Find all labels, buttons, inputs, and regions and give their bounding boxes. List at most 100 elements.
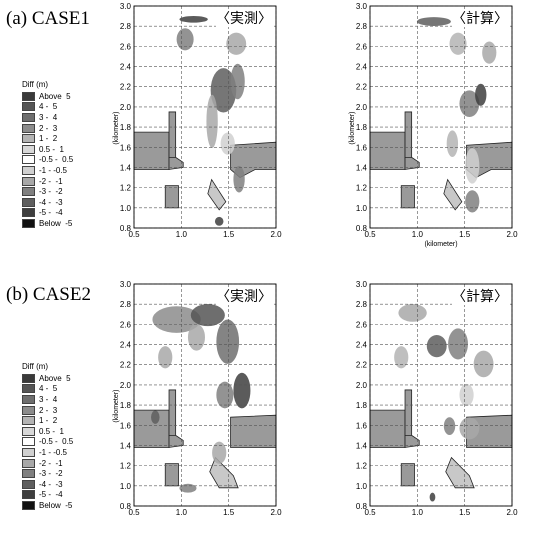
y-tick-label: 1.0 — [356, 482, 368, 491]
map-title: 〈実測〉 — [216, 11, 272, 27]
legend-swatch — [22, 134, 35, 144]
legend-swatch — [22, 176, 35, 186]
y-tick-label: 2.0 — [120, 103, 132, 112]
shoal — [209, 456, 239, 489]
y-tick-label: 1.2 — [356, 462, 368, 471]
legend-entry: -4 - -3 — [22, 197, 122, 208]
x-tick-label: 1.0 — [176, 508, 188, 517]
anomaly-region — [220, 132, 235, 155]
anomaly-region — [475, 83, 487, 106]
legend-label: 0.5 - 1 — [39, 144, 64, 154]
anomaly-region — [426, 335, 447, 358]
legend-swatch — [22, 416, 35, 426]
anomaly-region — [233, 372, 251, 409]
anomaly-region — [233, 165, 245, 193]
y-tick-label: 2.6 — [120, 42, 132, 51]
breakwater — [404, 389, 413, 436]
y-tick-label: 0.8 — [356, 502, 368, 511]
legend-entry: -3 - -2 — [22, 186, 122, 197]
y-tick-label: 1.4 — [120, 163, 132, 172]
legend-title: Diff (m) — [22, 80, 49, 89]
y-tick-label: 1.8 — [356, 123, 368, 132]
anomaly-region — [151, 410, 160, 424]
anomaly-region — [465, 190, 480, 213]
legend-entry: 3 - 4 — [22, 112, 122, 123]
legend-entry: -1 - -0.5 — [22, 165, 122, 176]
legend-label: Above 5 — [39, 91, 71, 101]
legend-label: 2 - 3 — [39, 123, 58, 133]
anomaly-region — [210, 68, 237, 113]
y-tick-label: 1.4 — [356, 441, 368, 450]
x-tick-label: 1.5 — [459, 508, 471, 517]
legend-entry: Below -5 — [22, 218, 122, 229]
contour-map: 0.5 1.0 1.5 2.0 0.8 1.0 1.2 1.4 1.6 1.8 2.0 2.2 2.4 2… — [113, 2, 282, 239]
legend-label: 1 - 2 — [39, 416, 58, 426]
map-title: 〈計算〉 — [452, 289, 508, 305]
legend-swatch — [22, 144, 35, 154]
y-tick-label: 2.2 — [356, 83, 368, 92]
legend-entry: 2 - 3 — [22, 405, 122, 416]
land-spit — [404, 156, 420, 170]
anomaly-region — [416, 17, 451, 26]
land-spit — [168, 434, 184, 448]
legend-label: -4 - -3 — [39, 197, 63, 207]
legend-entry: 4 - 5 — [22, 102, 122, 113]
legend-label: -1 - -0.5 — [39, 447, 68, 457]
anomaly-region — [179, 483, 197, 493]
right-landmass — [230, 414, 277, 448]
y-tick-label: 2.4 — [120, 341, 132, 350]
y-tick-label: 1.8 — [120, 401, 132, 410]
legend-swatch — [22, 208, 35, 218]
y-tick-label: 2.0 — [356, 103, 368, 112]
y-tick-label: 1.6 — [356, 421, 368, 430]
legend-entry: 4 - 5 — [22, 384, 122, 395]
y-tick-label: 0.8 — [120, 224, 132, 233]
y-tick-label: 2.2 — [356, 361, 368, 370]
y-tick-label: 3.0 — [356, 280, 368, 289]
y-tick-label: 2.4 — [356, 63, 368, 72]
y-tick-label: 2.4 — [120, 63, 132, 72]
legend-label: -0.5 - 0.5 — [39, 437, 74, 447]
legend-label: -5 - -4 — [39, 490, 63, 500]
anomaly-region — [429, 492, 436, 502]
legend-entry: 2 - 3 — [22, 123, 122, 134]
legend-entry: -1 - -0.5 — [22, 447, 122, 458]
legend-label: -3 - -2 — [39, 187, 63, 197]
y-axis-label: (kilometer) — [113, 390, 120, 423]
y-tick-label: 1.4 — [356, 163, 368, 172]
legend-label: 0.5 - 1 — [39, 426, 64, 436]
anomaly-region — [179, 15, 208, 23]
islet — [400, 463, 415, 487]
y-tick-label: 2.6 — [356, 42, 368, 51]
legend-entry: 0.5 - 1 — [22, 426, 122, 437]
legend-swatch — [22, 479, 35, 489]
legend-entry: 0.5 - 1 — [22, 144, 122, 155]
x-tick-label: 0.5 — [364, 230, 376, 239]
legend-swatch — [22, 123, 35, 133]
legend-entry: -2 - -1 — [22, 458, 122, 469]
plot-area — [369, 283, 513, 507]
map-case2-observed: 0.5 1.0 1.5 2.0 0.8 1.0 1.2 1.4 1.6 1.8 2.0 2.2 2.4 2… — [112, 280, 288, 532]
legend-label: 3 - 4 — [39, 112, 58, 122]
map-case1-calculated: 0.5 1.0 1.5 2.0 0.8 1.0 1.2 1.4 1.6 1.8 2.0 2.2 2.4 2… — [348, 2, 524, 254]
legend-swatch — [22, 500, 35, 510]
legend-label: -4 - -3 — [39, 479, 63, 489]
y-tick-label: 1.0 — [120, 482, 132, 491]
legend-label: -2 - -1 — [39, 176, 63, 186]
map-title-background — [216, 9, 274, 27]
legend-entry: -5 - -4 — [22, 208, 122, 219]
breakwater — [168, 111, 177, 158]
x-tick-label: 1.5 — [223, 508, 235, 517]
anomaly-region — [394, 346, 409, 369]
legend-swatch — [22, 91, 35, 101]
legend-label: 1 - 2 — [39, 134, 58, 144]
y-tick-label: 2.6 — [356, 320, 368, 329]
plot-frame — [133, 5, 277, 229]
legend-entry: Above 5 — [22, 91, 122, 102]
x-tick-label: 1.5 — [223, 230, 235, 239]
legend-entry: -2 - -1 — [22, 176, 122, 187]
x-tick-label: 2.0 — [506, 230, 518, 239]
plot-background — [370, 6, 512, 228]
